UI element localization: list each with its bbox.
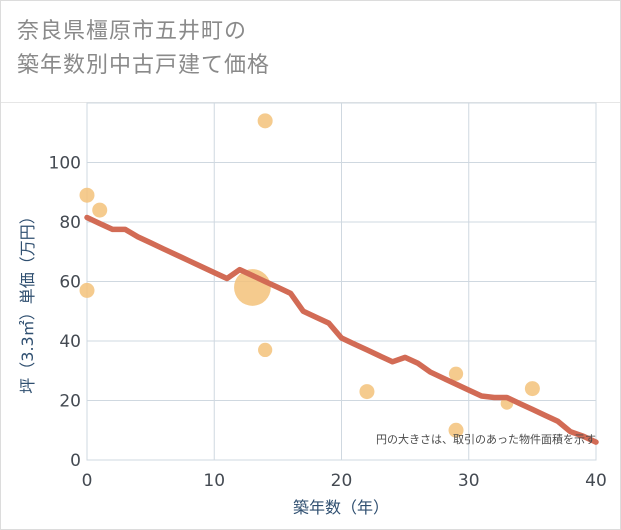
y-tick-label: 0 [70,451,81,471]
y-tick-label: 80 [59,213,81,233]
x-tick-label: 40 [585,471,607,491]
data-point-bubble [257,113,273,129]
x-tick-label: 30 [458,471,480,491]
data-point-bubble [258,342,273,358]
y-tick-label: 40 [59,332,81,352]
y-tick-label: 60 [59,273,81,293]
x-tick-label: 20 [331,471,353,491]
x-tick-label: 0 [82,471,93,491]
chart-note: 円の大きさは、取引のあった物件面積を示す [376,432,596,446]
data-point-bubble [92,202,108,218]
data-point-bubble [359,384,375,400]
chart-title-line-2: 築年数別中古戸建て価格 [17,53,271,78]
y-tick-label: 20 [59,392,81,412]
data-point-bubble [448,422,464,438]
x-tick-label: 10 [203,471,225,491]
data-point-bubble [79,282,95,298]
chart-title: 奈良県橿原市五井町の 築年数別中古戸建て価格 [17,15,270,83]
data-point-bubble [524,381,540,397]
x-axis-title: 築年数（年） [293,498,389,517]
data-point-bubble [448,366,464,381]
y-tick-label: 100 [49,154,81,174]
data-point-bubble [79,187,95,203]
trend-line [84,214,599,445]
chart-title-line-1: 奈良県橿原市五井町の [17,19,248,44]
y-axis-title: 坪（3.3㎡）単価（万円） [18,208,37,393]
